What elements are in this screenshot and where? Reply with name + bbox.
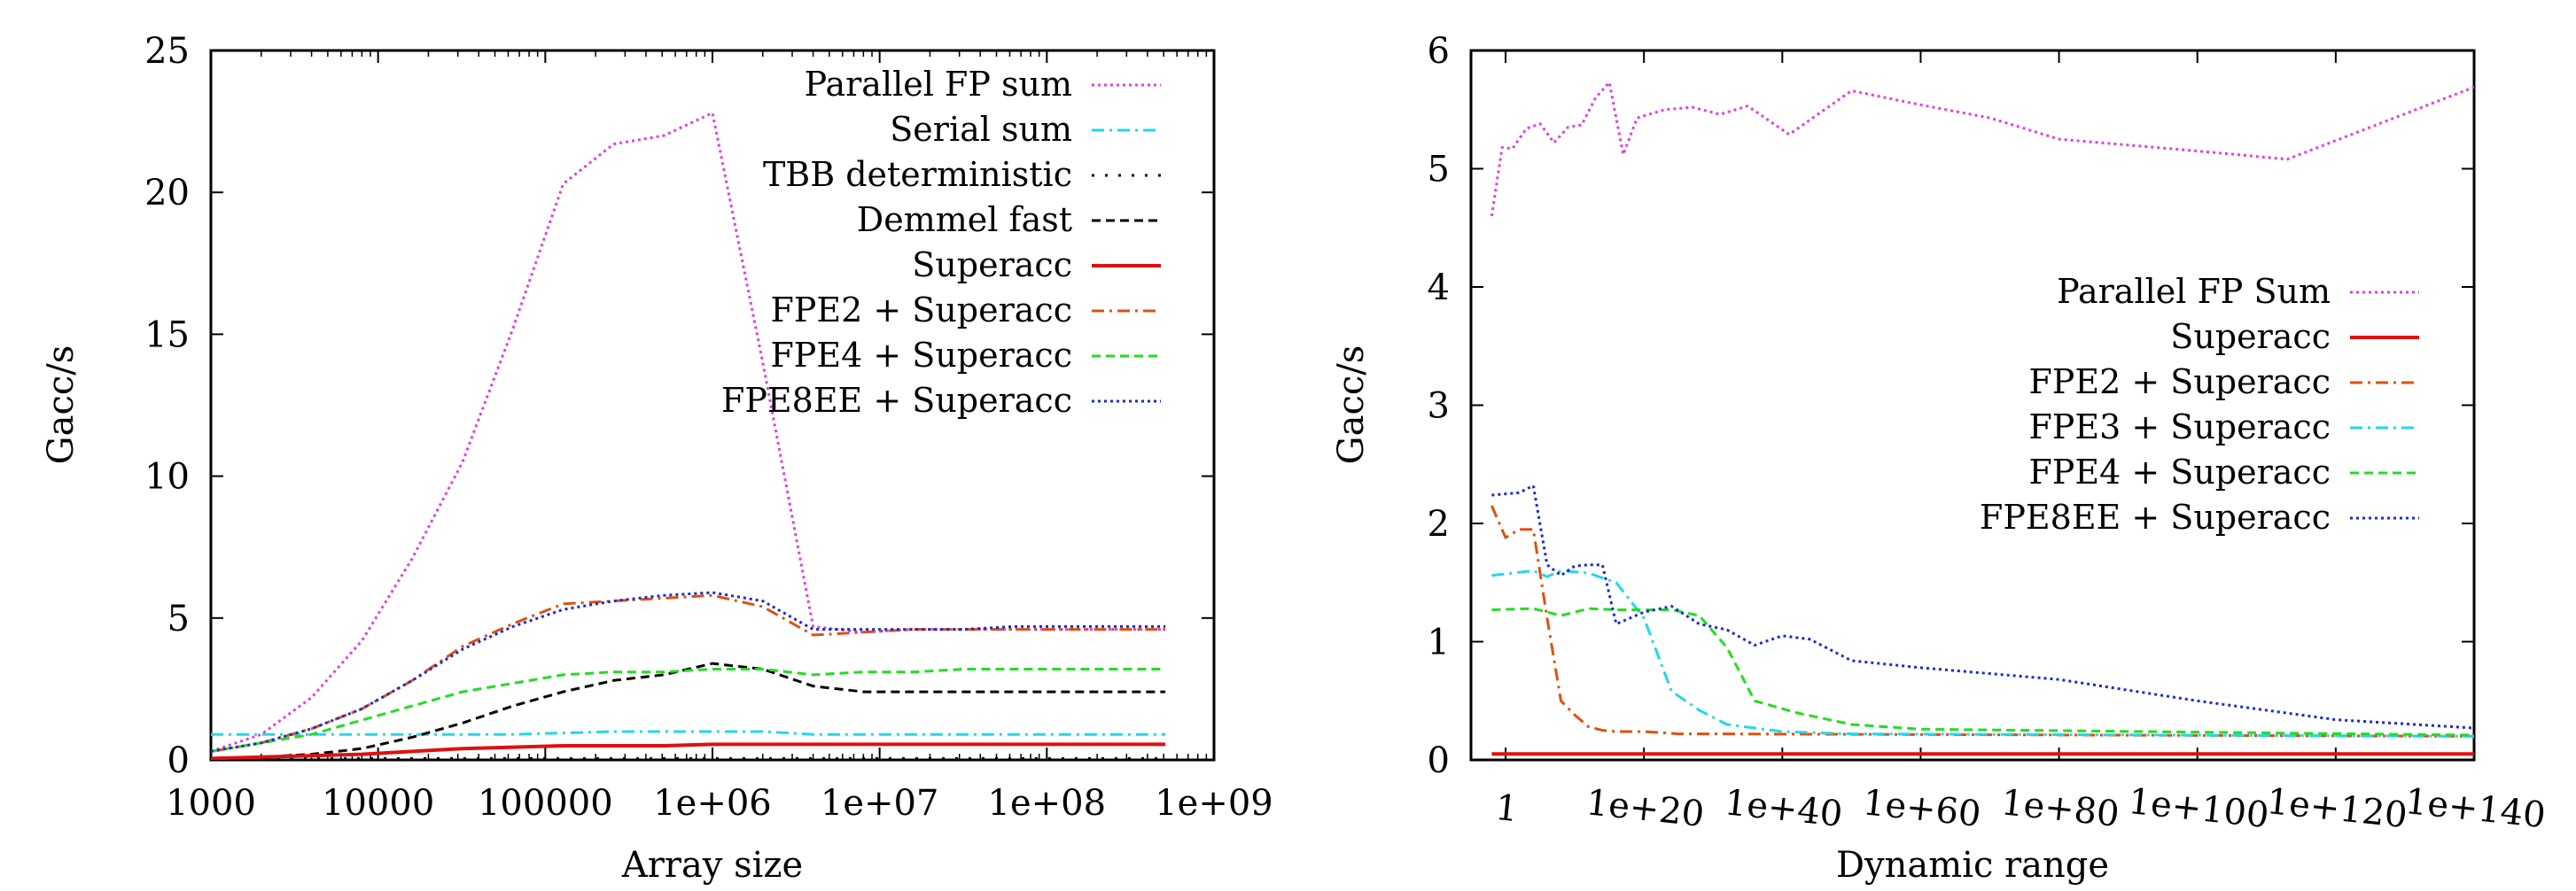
- x-tick-label: 1e+20: [1584, 782, 1707, 835]
- x-tick-label: 1e+07: [821, 783, 939, 824]
- y-tick-label: 5: [1428, 150, 1450, 190]
- series-line-fpe8ee-superacc: [1491, 484, 2474, 730]
- series-line-fpe2-superacc: [1490, 505, 2474, 738]
- legend-label: FPE3 + Superacc: [2028, 407, 2331, 446]
- left-chart-panel: 1000 10000 100000 1e+06 1e+07 1e+08 1e+09 0 5 10 1…: [41, 31, 1273, 886]
- x-tick-label: 1e+09: [1155, 783, 1273, 824]
- series-line-fpe8ee-superacc: [211, 591, 1166, 753]
- y-tick-label: 0: [1428, 740, 1450, 781]
- x-tick-label: 10000: [322, 783, 434, 824]
- y-tick-label: 3: [1428, 386, 1450, 427]
- y-tick-label: 20: [144, 173, 190, 213]
- legend-label: Superacc: [2170, 317, 2331, 356]
- series-line-demmel-fast: [211, 662, 1166, 760]
- series-line-fpe4-superacc: [1491, 607, 2474, 737]
- legend-label: Serial sum: [890, 110, 1072, 149]
- x-tick-label: 1e+40: [1723, 782, 1845, 835]
- y-tick-label: 5: [167, 599, 190, 639]
- y-tick-label: 0: [167, 740, 190, 781]
- x-tick-label: 100000: [478, 783, 613, 824]
- x-axis-label: Dynamic range: [1836, 845, 2109, 886]
- series-line-serial-sum: [211, 730, 1166, 736]
- y-axis-label: Gacc/s: [1331, 345, 1372, 465]
- legend-label: FPE2 + Superacc: [770, 291, 1072, 329]
- x-tick-label: 1e+80: [1999, 782, 2121, 835]
- series-line-fpe2-superacc: [211, 593, 1166, 753]
- plot-frame: [1469, 49, 2476, 762]
- y-tick-label: 1: [1428, 623, 1450, 663]
- series-line-superacc: [211, 742, 1166, 760]
- legend-label: FPE4 + Superacc: [2028, 453, 2331, 492]
- x-tick-label: 1000: [166, 783, 256, 824]
- legend-label: FPE2 + Superacc: [2028, 362, 2331, 401]
- series-line-fpe3-superacc: [1491, 569, 2474, 738]
- legend-label: Parallel FP sum: [805, 65, 1072, 104]
- series-line-fpe4-superacc: [211, 668, 1166, 753]
- x-tick-label: 1e+60: [1861, 782, 1983, 835]
- legend-label: FPE4 + Superacc: [770, 336, 1072, 375]
- y-tick-label: 15: [144, 314, 190, 355]
- x-tick-label: 1e+08: [988, 783, 1107, 824]
- legend-label: Superacc: [912, 245, 1072, 284]
- legend-label: TBB deterministic: [763, 155, 1072, 194]
- y-axis-label: Gacc/s: [41, 345, 82, 465]
- y-tick-label: 2: [1428, 504, 1450, 545]
- legend-label: FPE8EE + Superacc: [1980, 498, 2331, 537]
- y-tick-label: 4: [1428, 267, 1450, 308]
- x-tick-label: 1e+120: [2265, 781, 2409, 836]
- x-tick-label: 1e+100: [2127, 781, 2271, 836]
- y-tick-label: 25: [144, 31, 190, 72]
- x-tick-label: 1e+06: [653, 783, 772, 824]
- legend-label: Demmel fast: [857, 200, 1072, 239]
- legend-label: Parallel FP Sum: [2057, 272, 2331, 311]
- y-tick-label: 6: [1428, 31, 1450, 72]
- x-tick-label: 1e+140: [2403, 781, 2548, 836]
- legend-label: FPE8EE + Superacc: [721, 381, 1072, 420]
- y-tick-label: 10: [144, 457, 190, 498]
- series-line-parallel-fp-sum: [1490, 81, 2474, 217]
- x-tick-label: 1: [1493, 787, 1520, 830]
- x-axis-label: Array size: [621, 845, 803, 886]
